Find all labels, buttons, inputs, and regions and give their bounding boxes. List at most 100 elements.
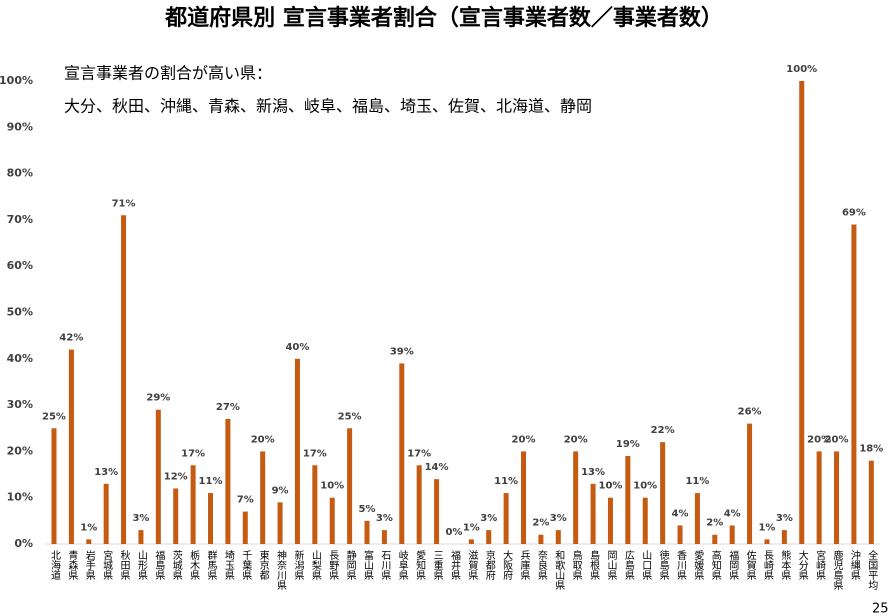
bar (208, 493, 214, 544)
bar (68, 349, 74, 544)
data-label: 13% (94, 467, 118, 478)
bar (712, 534, 718, 544)
x-tick-label: 岩手県 (83, 549, 95, 581)
bar (538, 534, 544, 544)
x-tick-label: 香川県 (675, 550, 687, 581)
bar (747, 423, 753, 544)
x-tick-label: 高知県 (709, 549, 721, 581)
bar (416, 465, 422, 544)
x-tick-label: 青森県 (66, 549, 78, 581)
x-tick-label: 和歌山県 (553, 550, 565, 591)
x-tick-label: 秋田県 (118, 549, 130, 581)
data-label: 22% (651, 425, 675, 436)
data-label: 20% (251, 434, 275, 445)
data-label: 10% (320, 481, 344, 492)
data-label: 26% (738, 407, 762, 418)
x-tick-label: 京都府 (483, 549, 495, 581)
x-tick-label: 神奈川県 (275, 549, 287, 591)
bar (573, 451, 579, 544)
data-label: 18% (859, 444, 883, 455)
data-label: 25% (338, 411, 362, 422)
x-tick-label: 山梨県 (309, 550, 321, 581)
x-tick-label: 広島県 (622, 549, 634, 581)
y-tick-label: 60% (7, 259, 33, 272)
data-label: 0% (445, 527, 462, 538)
bar (503, 493, 509, 544)
bar (834, 451, 840, 544)
x-tick-label: 富山県 (362, 549, 374, 581)
bar (642, 497, 648, 544)
bar (399, 363, 405, 544)
x-tick-label: 熊本県 (779, 549, 791, 581)
y-tick-label: 100% (0, 74, 33, 87)
bar (155, 409, 161, 544)
data-label: 11% (494, 476, 518, 487)
x-tick-label: 北海道 (48, 550, 60, 580)
x-tick-label: 新潟県 (292, 549, 304, 581)
data-label: 17% (407, 448, 431, 459)
chart-title: 都道府県別 宣言事業者割合（宣言事業者数／事業者数） (164, 5, 723, 31)
page-number: 25 (872, 602, 888, 616)
data-label: 11% (199, 476, 223, 487)
x-tick-label: 宮崎県 (814, 549, 826, 581)
y-tick-label: 50% (7, 306, 33, 319)
data-label: 69% (842, 208, 866, 219)
data-label: 5% (359, 504, 376, 515)
data-label: 71% (112, 198, 136, 209)
bar (138, 530, 144, 544)
data-label: 12% (164, 471, 188, 482)
bar (312, 465, 318, 544)
x-tick-label: 奈良県 (535, 549, 547, 581)
data-label: 1% (758, 522, 775, 533)
bar (434, 479, 440, 544)
data-label: 3% (550, 513, 567, 524)
x-tick-label: 東京都 (257, 549, 269, 581)
data-label: 10% (598, 481, 622, 492)
bar (764, 539, 770, 544)
bar (851, 224, 857, 544)
x-tick-label: 山口県 (640, 550, 652, 581)
bar (364, 520, 370, 544)
bar (121, 215, 127, 544)
bar (468, 539, 474, 544)
data-label: 3% (776, 513, 793, 524)
data-label: 3% (132, 513, 149, 524)
bar (607, 497, 613, 544)
x-tick-label: 兵庫県 (518, 549, 530, 581)
x-tick-label: 石川県 (379, 550, 391, 581)
bar (694, 493, 700, 544)
y-tick-label: 40% (7, 352, 33, 365)
bar (277, 502, 283, 544)
x-tick-label: 徳島県 (657, 549, 669, 581)
bar (51, 428, 57, 544)
bar (294, 358, 300, 544)
bar (103, 483, 109, 544)
bar (260, 451, 266, 544)
bar (660, 442, 666, 544)
bar (625, 456, 631, 544)
data-label: 10% (633, 481, 657, 492)
data-label: 27% (216, 402, 240, 413)
x-tick-label: 佐賀県 (744, 550, 756, 581)
x-tick-label: 岡山県 (605, 550, 617, 581)
bar (729, 525, 735, 544)
x-tick-label: 大分県 (796, 549, 808, 581)
bar (816, 451, 822, 544)
data-label: 13% (581, 467, 605, 478)
x-tick-label: 愛媛県 (692, 549, 704, 581)
data-label: 2% (532, 518, 549, 529)
x-tick-label: 愛知県 (414, 549, 426, 581)
data-label: 17% (303, 448, 327, 459)
x-tick-label: 千葉県 (240, 550, 252, 581)
x-tick-label: 三重県 (431, 550, 443, 581)
data-label: 3% (376, 513, 393, 524)
x-tick-label: 埼玉県 (222, 549, 234, 581)
data-label: 3% (480, 513, 497, 524)
x-tick-label: 茨城県 (170, 549, 182, 581)
data-label: 1% (463, 522, 480, 533)
x-tick-label: 福井県 (448, 549, 460, 581)
x-tick-label: 鳥取県 (570, 549, 582, 581)
x-tick-label: 沖縄県 (848, 549, 860, 581)
data-label: 9% (272, 485, 289, 496)
